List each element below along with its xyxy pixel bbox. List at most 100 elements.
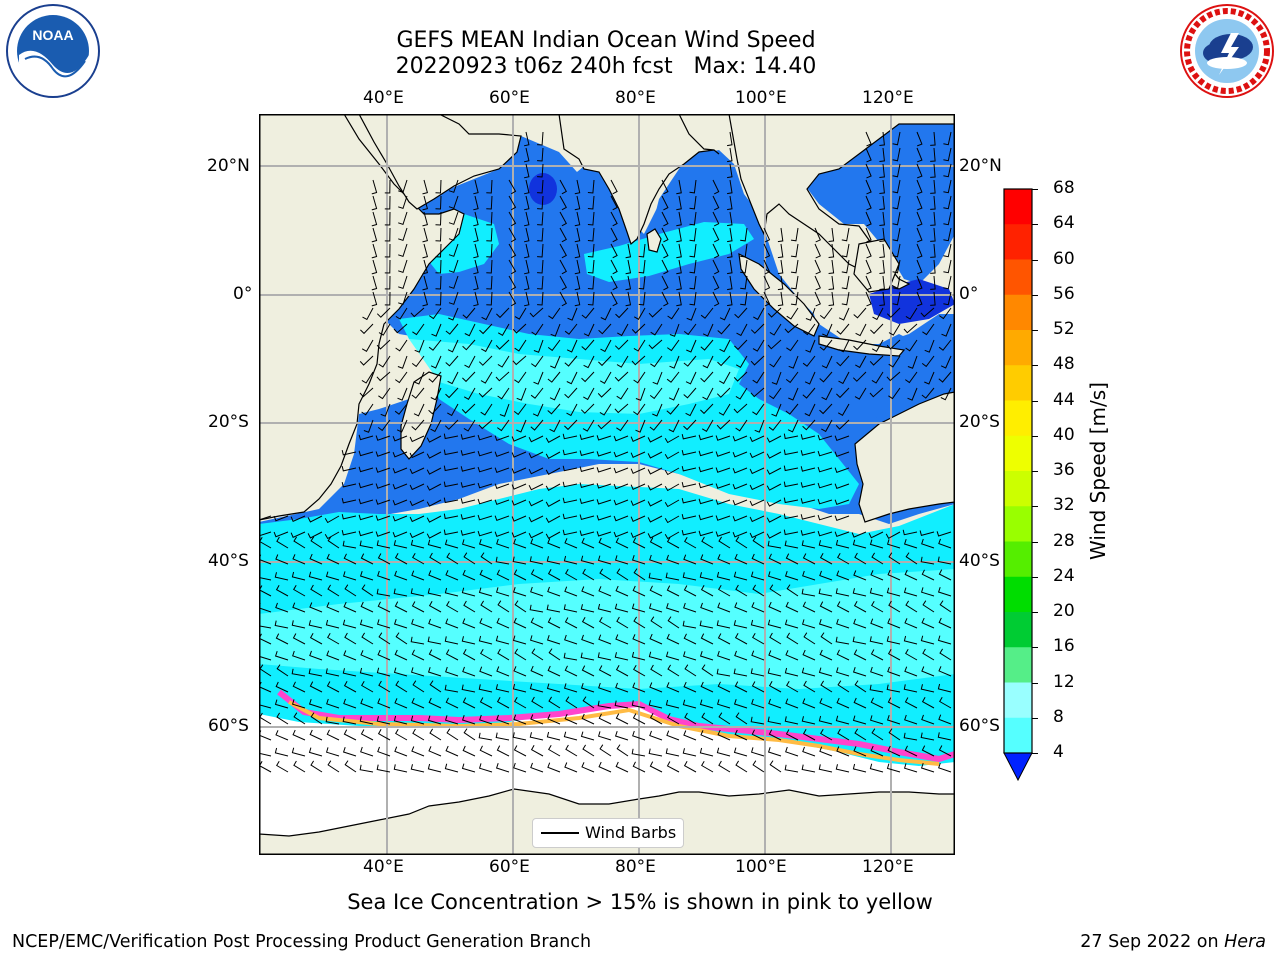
colorbar-tick: 8 [1053, 706, 1064, 727]
wind-barb [681, 513, 697, 520]
wind-barb [477, 498, 493, 505]
wind-barb [751, 698, 765, 709]
wind-barb [712, 259, 720, 275]
wind-barb [523, 275, 530, 291]
colorbar-tick: 48 [1053, 354, 1075, 375]
wind-barb [596, 435, 612, 441]
wind-barb [649, 554, 663, 565]
wind-barb [326, 650, 340, 661]
wind-barb [574, 275, 581, 291]
wind-barb [943, 131, 952, 146]
wind-barb [689, 227, 697, 242]
wind-barb [395, 339, 408, 352]
wind-barb [496, 697, 510, 709]
ocean-12-16-patch-a [259, 569, 955, 689]
wind-barb [514, 307, 527, 320]
australia-land [854, 391, 955, 523]
wind-barb [398, 195, 408, 210]
wind-barb [371, 195, 378, 211]
wind-barb [409, 435, 425, 443]
wind-barb [533, 371, 544, 385]
wind-barb [548, 307, 561, 320]
wind-barb [495, 339, 510, 350]
wind-barb [447, 403, 459, 417]
wind-barb [461, 684, 476, 693]
wind-barb [819, 601, 833, 613]
wind-barb [785, 403, 799, 415]
wind-barb [633, 339, 646, 352]
wind-barb [547, 339, 561, 352]
wind-barb [310, 760, 323, 773]
wind-barb [800, 450, 816, 456]
wind-barb [292, 602, 306, 613]
wind-barb [376, 716, 391, 725]
wind-barb [473, 243, 479, 259]
wind-barb [462, 697, 476, 709]
wind-barb [435, 195, 442, 210]
wind-barb [676, 211, 682, 227]
colorbar-tick: 12 [1053, 671, 1075, 692]
wind-barb [803, 632, 816, 645]
wind-barb [614, 403, 629, 414]
wind-barb [665, 651, 680, 661]
wind-barb [920, 307, 935, 318]
wind-barb [648, 748, 663, 757]
wind-barb [631, 355, 646, 366]
wind-barb [376, 339, 391, 350]
wind-barb [649, 537, 663, 549]
wind-barb [664, 451, 680, 460]
wind-barb [751, 681, 765, 693]
wind-barb [879, 131, 885, 146]
wind-barb [733, 620, 748, 629]
wind-barb [750, 716, 765, 725]
wind-barb [625, 275, 632, 291]
wind-barb [427, 715, 442, 725]
wind-barb [682, 620, 697, 629]
wind-barb [879, 211, 885, 226]
wind-barb [841, 259, 850, 274]
wind-barb [886, 371, 901, 382]
wind-barb [943, 163, 952, 178]
wind-barb [625, 259, 632, 275]
wind-barb [905, 600, 918, 613]
wind-barb [666, 633, 680, 645]
wind-barb [394, 698, 408, 709]
wind-barb [616, 616, 629, 629]
wind-barb [886, 339, 901, 350]
wind-barb [581, 713, 595, 725]
wind-barb [514, 371, 527, 384]
wind-barb [559, 275, 567, 291]
wind-barb [384, 195, 391, 210]
wind-barb [698, 434, 714, 441]
wind-barb [888, 728, 901, 741]
wind-barb [587, 211, 595, 226]
wind-barb [464, 355, 476, 369]
wind-barb [718, 403, 731, 416]
wind-barb [327, 536, 340, 549]
wind-barb [647, 515, 663, 523]
wind-barb [683, 681, 697, 693]
x-tick-bottom-80e: 80°E [615, 857, 656, 877]
wind-barb [835, 667, 850, 677]
wind-barb [769, 632, 782, 645]
wind-barb [547, 714, 561, 725]
wind-barb [689, 291, 697, 306]
wind-barb [865, 259, 872, 275]
wind-barb [375, 531, 391, 537]
wind-barb [616, 355, 629, 368]
wind-barb [512, 732, 527, 741]
wind-barb [444, 419, 459, 430]
wind-barb [698, 514, 714, 521]
wind-barb [480, 600, 493, 613]
wind-barb [497, 600, 510, 613]
wind-barb [661, 227, 669, 243]
wind-barb [676, 243, 682, 259]
wind-barb [937, 683, 952, 693]
wind-barb [892, 259, 901, 274]
wind-barb [886, 587, 901, 597]
wind-barb [749, 451, 765, 459]
wind-barb [715, 531, 731, 537]
wind-barb [735, 712, 748, 725]
wind-barb [530, 745, 544, 757]
wind-barb [865, 195, 872, 211]
